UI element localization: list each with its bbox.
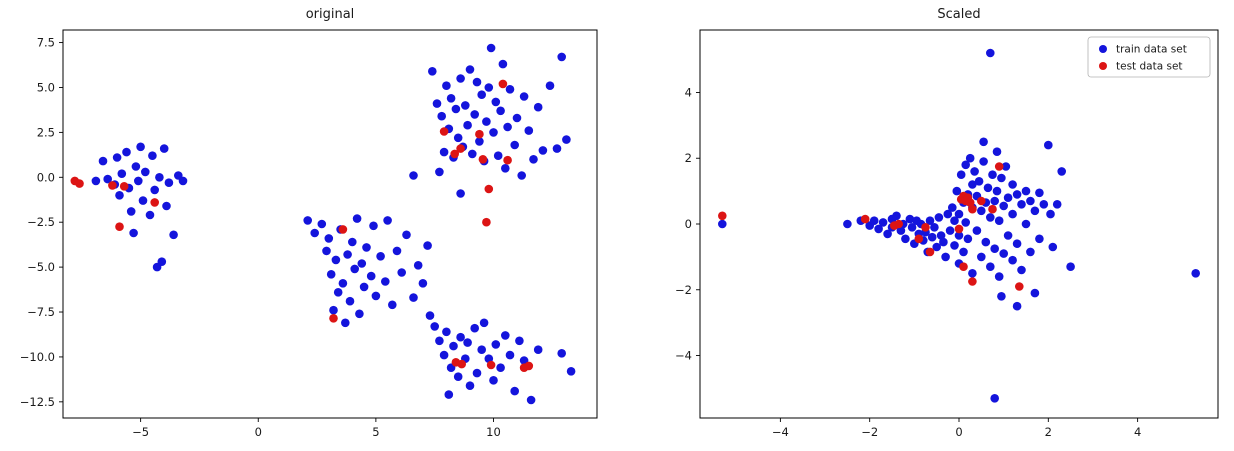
- svg-text:train data set: train data set: [1116, 44, 1187, 56]
- svg-text:2.5: 2.5: [37, 125, 55, 139]
- svg-text:−5: −5: [132, 425, 149, 439]
- svg-text:0: 0: [255, 425, 262, 439]
- svg-text:−5.0: −5.0: [27, 260, 55, 274]
- plot-original-title: original: [305, 7, 355, 22]
- svg-text:−2: −2: [861, 425, 878, 439]
- svg-text:−4: −4: [675, 349, 692, 363]
- plot-original: original −5 0 5 10 7.5 5.0 2.5 0.0 −2.5 −5.0 −7.5−…: [20, 7, 598, 439]
- svg-text:0.0: 0.0: [37, 170, 55, 184]
- svg-text:4: 4: [1134, 425, 1141, 439]
- svg-text:−12.5: −12.5: [20, 395, 55, 409]
- svg-text:2: 2: [1045, 425, 1052, 439]
- svg-text:0: 0: [955, 425, 962, 439]
- svg-text:4: 4: [685, 85, 692, 99]
- svg-text:5: 5: [372, 425, 379, 439]
- svg-text:−4: −4: [772, 425, 789, 439]
- svg-text:2: 2: [685, 151, 692, 165]
- plot-scaled-canvas: −4 −2 0 2 4 4 2 0 −2 −4 train data set test data se…: [675, 29, 1219, 439]
- svg-text:10: 10: [486, 425, 501, 439]
- plot-scaled-title: Scaled: [937, 7, 981, 22]
- plot-scaled: Scaled −4 −2 0 2 4 4 2 0 −2 −4 train data set test …: [617, 0, 1234, 451]
- svg-text:−2.5: −2.5: [27, 215, 55, 229]
- svg-text:−2: −2: [675, 283, 692, 297]
- svg-text:test data set: test data set: [1116, 61, 1183, 73]
- svg-text:7.5: 7.5: [37, 36, 55, 50]
- svg-text:−10.0: −10.0: [20, 350, 55, 364]
- svg-text:−7.5: −7.5: [27, 305, 55, 319]
- plot-original-canvas: −5 0 5 10 7.5 5.0 2.5 0.0 −2.5 −5.0 −7.5 −10.0 −12.5: [20, 29, 598, 439]
- svg-text:0: 0: [685, 217, 692, 231]
- svg-text:5.0: 5.0: [37, 80, 55, 94]
